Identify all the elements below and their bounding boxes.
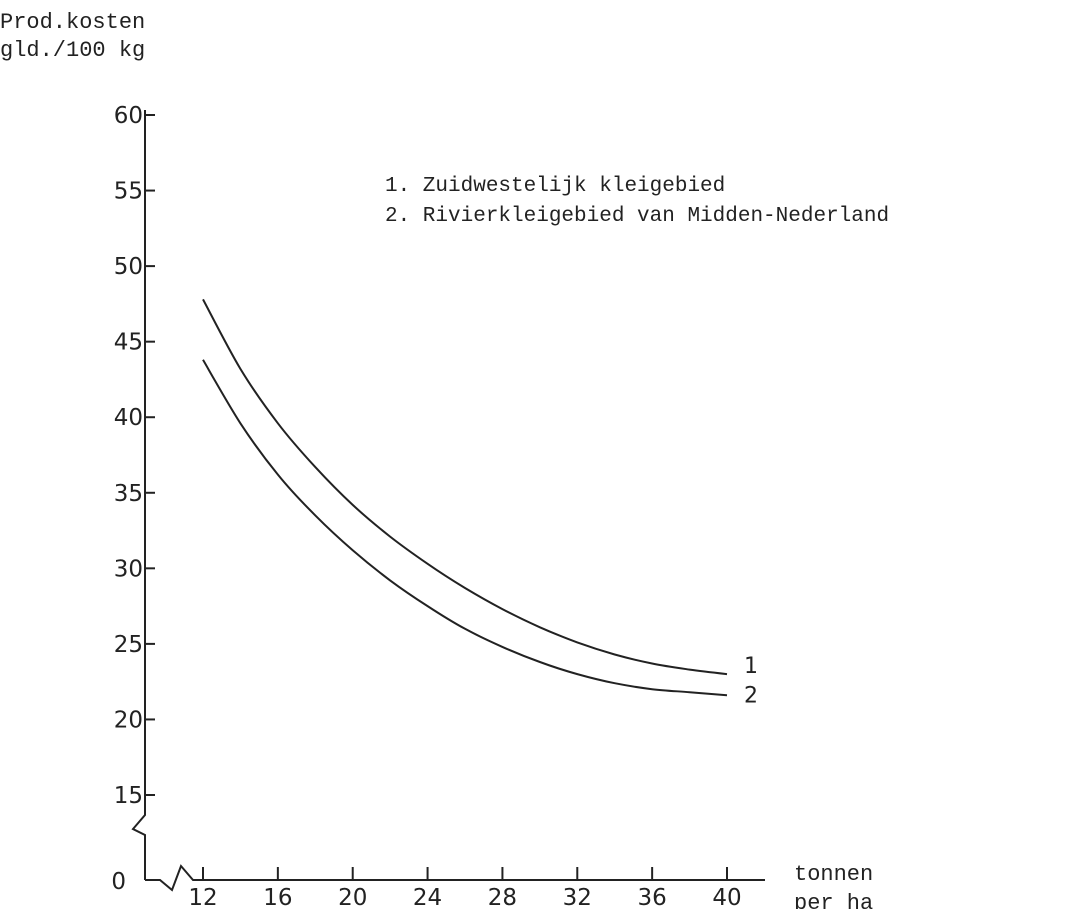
x-axis-line: [145, 864, 765, 892]
y-tick-label: 25: [114, 632, 143, 658]
x-axis-label-line-2: per ha: [794, 891, 873, 909]
series-label-1: 1: [744, 654, 758, 679]
series-label-2: 2: [744, 683, 758, 708]
series-line-1: [202, 298, 728, 676]
x-tick-label: 28: [488, 885, 517, 909]
y-tick-label: 55: [114, 179, 143, 205]
x-tick-label: 16: [263, 885, 292, 909]
y-tick-label: 60: [114, 103, 143, 129]
y-tick-label: 40: [114, 405, 143, 431]
y-axis-label-line-2: gld./100 kg: [0, 38, 145, 63]
y-axis-label-line-1: Prod.kosten: [0, 10, 145, 35]
legend-entry-1: 1. Zuidwestelijk kleigebied: [385, 175, 725, 198]
x-tick-label: 20: [338, 885, 367, 909]
x-tick-label: 36: [638, 885, 667, 909]
y-tick-label: 15: [114, 783, 143, 809]
y-tick-label: 45: [114, 330, 143, 356]
y-tick-label: 20: [114, 707, 143, 733]
y-ticks: 15 20 25 30 35 40 45 50 55 60: [114, 103, 155, 809]
x-axis-label-line-1: tonnen: [794, 862, 873, 887]
y-tick-label: 35: [114, 481, 143, 507]
x-tick-label: 24: [413, 885, 442, 909]
y-tick-label: 30: [114, 556, 143, 582]
series-line-2: [202, 359, 728, 697]
y-axis-line: [131, 110, 146, 880]
y-tick-label: 50: [114, 254, 143, 280]
x-tick-label: 12: [188, 885, 217, 909]
legend-entry-2: 2. Rivierkleigebied van Midden-Nederland: [385, 205, 889, 228]
y-origin-label: 0: [111, 869, 126, 895]
x-tick-label: 40: [712, 885, 741, 909]
x-tick-label: 32: [563, 885, 592, 909]
x-ticks: 12 16 20 24 28 32 36 40: [188, 867, 742, 909]
